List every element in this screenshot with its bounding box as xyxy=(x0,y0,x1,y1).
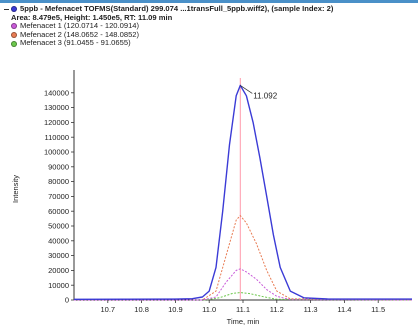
legend-label: Mefenacet 2 (148.0652 - 148.0852) xyxy=(20,29,140,39)
peak-summary: Area: 8.479e5, Height: 1.450e5, RT: 11.0… xyxy=(11,12,173,22)
y-tick-label: 90000 xyxy=(48,162,69,171)
y-tick-label: 140000 xyxy=(44,88,69,97)
y-axis-label: Intensity xyxy=(11,175,20,203)
legend-item-main[interactable]: 5ppb - Mefenacet TOFMS(Standard) 299.074… xyxy=(4,4,334,14)
series-dot-icon xyxy=(11,6,17,13)
series-dot-icon xyxy=(11,23,17,30)
legend-title: 5ppb - Mefenacet TOFMS(Standard) 299.074… xyxy=(20,4,334,13)
series-line-main[interactable] xyxy=(73,84,413,300)
y-tick-label: 70000 xyxy=(48,192,69,201)
peak-label: 11.092 xyxy=(253,91,277,100)
legend-item-ion-3[interactable]: Mefenacet 3 (91.0455 - 91.0655) xyxy=(4,39,333,48)
series-line-ion-2[interactable] xyxy=(74,215,413,301)
x-tick-label: 11.0 xyxy=(202,305,216,314)
y-tick-label: 130000 xyxy=(44,103,69,112)
minus-icon[interactable] xyxy=(4,8,9,10)
x-axis-label: Time, min xyxy=(227,317,260,326)
x-tick-label: 11.2 xyxy=(270,305,284,314)
series-line-ion-3[interactable] xyxy=(74,292,413,301)
legend: 5ppb - Mefenacet TOFMS(Standard) 299.074… xyxy=(4,4,334,48)
series-dot-icon xyxy=(11,32,17,39)
series-line-ion-1[interactable] xyxy=(74,268,413,301)
series-dot-icon xyxy=(11,40,17,47)
legend-label: Mefenacet 3 (91.0455 - 91.0655) xyxy=(20,38,131,48)
y-tick-label: 50000 xyxy=(48,222,69,231)
y-tick-label: 0 xyxy=(65,296,69,305)
chart-plot[interactable]: 0 10000 20000 30000 40000 50000 60000 70000 8000… xyxy=(0,3,418,328)
y-tick-label: 10000 xyxy=(48,281,69,290)
y-tick-label: 110000 xyxy=(45,133,69,142)
x-tick-label: 10.8 xyxy=(134,305,149,314)
x-tick-label: 11.3 xyxy=(304,305,318,314)
x-tick-label: 11.1 xyxy=(236,305,250,314)
y-tick-label: 40000 xyxy=(48,236,69,245)
legend-label: Mefenacet 1 (120.0714 - 120.0914) xyxy=(20,21,140,31)
x-tick-label: 10.7 xyxy=(100,305,115,314)
x-tick-label: 11.5 xyxy=(371,305,385,314)
y-tick-label: 30000 xyxy=(48,251,69,260)
y-tick-label: 80000 xyxy=(48,177,69,186)
legend-item-ion-1[interactable]: Mefenacet 1 (120.0714 - 120.0914) xyxy=(4,22,333,31)
x-tick-label: 11.4 xyxy=(337,305,351,314)
y-tick-label: 60000 xyxy=(48,207,69,216)
y-tick-label: 120000 xyxy=(44,118,69,127)
y-tick-label: 100000 xyxy=(44,148,69,157)
peak-label-leader xyxy=(240,85,253,94)
y-tick-label: 20000 xyxy=(48,266,69,275)
x-tick-label: 10.9 xyxy=(168,305,183,314)
legend-item-ion-2[interactable]: Mefenacet 2 (148.0652 - 148.0852) xyxy=(4,29,333,40)
